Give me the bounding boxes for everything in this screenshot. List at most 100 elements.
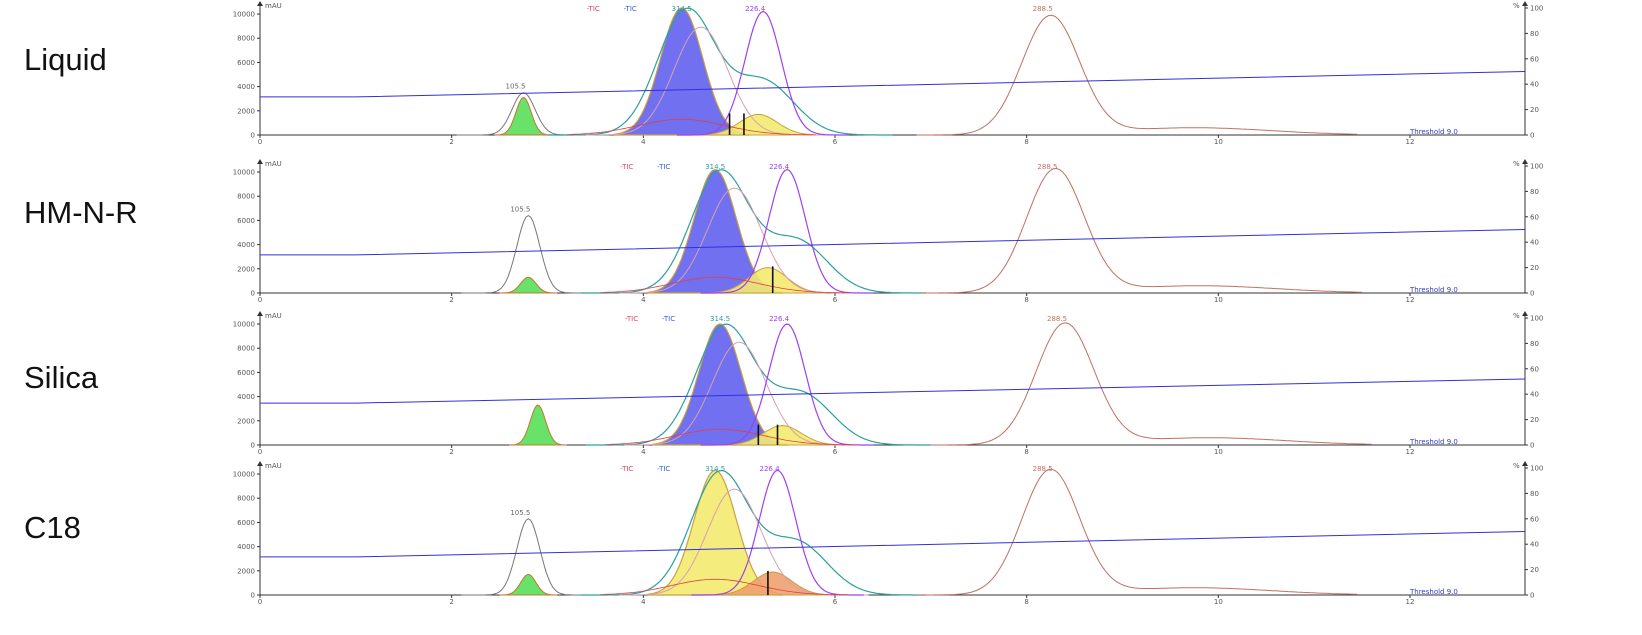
y-tick-label: 8000 — [237, 345, 255, 353]
y-tick-label: 2000 — [237, 417, 255, 425]
y-tick-label: 4000 — [237, 543, 255, 551]
y-axis-right-arrow-icon — [1522, 1, 1528, 6]
gradient-line — [260, 378, 1526, 404]
y-tick-label: 6000 — [237, 519, 255, 527]
legend-tag-4: 288.5 — [1037, 163, 1057, 171]
x-tick-label: 8 — [1024, 598, 1028, 605]
first-peak-area — [494, 96, 553, 136]
y-right-tick-label: 20 — [1530, 264, 1539, 272]
y-tick-label: 6000 — [237, 369, 255, 377]
gradient-line — [260, 229, 1526, 256]
row-label-hm-n-r: HM-N-R — [24, 195, 138, 230]
y-axis-arrow-icon — [257, 311, 263, 316]
y-tick-label: 8000 — [237, 495, 255, 503]
y-tick-label: 4000 — [237, 83, 255, 91]
y-right-tick-label: 60 — [1530, 213, 1539, 221]
chromatogram-c18: mAU % 0 2000 4000 6000 8000 10000 0 20 40 60 80 100 0 2… — [233, 461, 1543, 605]
x-tick-label: 0 — [258, 448, 262, 455]
legend-tag-0: -TIC — [625, 315, 638, 323]
x-tick-label: 12 — [1406, 598, 1415, 605]
legend-tag-3: 226.4 — [769, 315, 790, 323]
x-tick-label: 10 — [1214, 296, 1223, 303]
legend-tag-3: 226.4 — [745, 5, 766, 13]
y-axis-unit: mAU — [265, 462, 282, 470]
y-tick-label: 6000 — [237, 217, 255, 225]
y-axis-arrow-icon — [257, 159, 263, 164]
y-right-tick-label: 100 — [1530, 5, 1543, 13]
y-axis-unit: mAU — [265, 2, 282, 10]
legend-tag-4: 288.5 — [1033, 465, 1053, 473]
y-tick-label: 0 — [251, 290, 255, 298]
x-tick-label: 10 — [1214, 598, 1223, 605]
y-right-tick-label: 100 — [1530, 465, 1543, 473]
peak-label-first: 105.5 — [510, 206, 530, 214]
x-tick-label: 0 — [258, 296, 262, 303]
legend-tag-4: 288.5 — [1047, 315, 1067, 323]
y-tick-label: 8000 — [237, 193, 255, 201]
y-axis-arrow-icon — [257, 1, 263, 6]
x-tick-label: 2 — [449, 138, 453, 145]
red-trace — [604, 428, 855, 446]
red-trace — [600, 276, 850, 294]
brown-peak-trace — [930, 322, 1372, 446]
y-right-tick-label: 80 — [1530, 340, 1539, 348]
y-tick-label: 0 — [251, 592, 255, 600]
brown-peak-trace — [916, 468, 1358, 596]
y-axis-unit: mAU — [265, 312, 282, 320]
x-tick-label: 2 — [449, 598, 453, 605]
y-right-tick-label: 100 — [1530, 315, 1543, 323]
legend-tag-3: 226.4 — [760, 465, 781, 473]
row-label-c18: C18 — [24, 510, 81, 545]
y-tick-label: 4000 — [237, 241, 255, 249]
red-trace — [566, 118, 816, 136]
x-tick-label: 4 — [641, 598, 646, 605]
chromatogram-panel-silica: mAU% 0 2000 4000 6000 8000 10000 0 20 40 60 80 100 0 2… — [200, 310, 1642, 455]
legend-tag-2: 314.5 — [710, 315, 730, 323]
y-tick-label: 0 — [251, 132, 255, 140]
y-axis-right-unit: % — [1513, 2, 1520, 10]
gradient-line — [260, 71, 1526, 98]
legend-tag-2: 314.5 — [672, 5, 692, 13]
x-tick-label: 4 — [641, 296, 646, 303]
y-axis-right-arrow-icon — [1522, 311, 1528, 316]
y-right-tick-label: 40 — [1530, 239, 1539, 247]
legend-tag-1: -TIC — [657, 465, 670, 473]
y-axis-right-unit: % — [1513, 160, 1520, 168]
chromatogram-liquid: mAU % 0 2000 4000 6000 8000 10000 0 20 40 60 80 100 0 2… — [233, 1, 1543, 145]
threshold-label: Threshold 9.0 — [1409, 438, 1458, 446]
chromatogram-panel-hm-n-r: mAU% 0 2000 4000 6000 8000 10000 0 20 40 60 80 100 0 2… — [200, 158, 1642, 303]
brown-peak-trace — [916, 14, 1358, 136]
purple-peak-trace — [676, 10, 850, 136]
legend-tag-1: -TIC — [624, 5, 637, 13]
y-right-tick-label: 60 — [1530, 365, 1539, 373]
x-tick-label: 6 — [833, 138, 838, 145]
y-right-tick-label: 0 — [1530, 290, 1534, 298]
legend-tag-1: -TIC — [662, 315, 675, 323]
y-axis-right-arrow-icon — [1522, 461, 1528, 466]
legend-tag-1: -TIC — [657, 163, 670, 171]
y-right-tick-label: 40 — [1530, 541, 1539, 549]
purple-peak-trace — [700, 323, 874, 446]
threshold-label: Threshold 9.0 — [1409, 128, 1458, 136]
legend-tag-2: 314.5 — [705, 163, 725, 171]
chromatogram-panel-c18: mAU% 0 2000 4000 6000 8000 10000 0 20 40 60 80 100 0 2… — [200, 460, 1642, 605]
x-tick-label: 2 — [449, 448, 453, 455]
y-right-tick-label: 20 — [1530, 106, 1539, 114]
y-right-tick-label: 40 — [1530, 391, 1539, 399]
x-tick-label: 8 — [1024, 448, 1028, 455]
legend-tag-2: 314.5 — [705, 465, 725, 473]
x-tick-label: 2 — [449, 296, 453, 303]
y-tick-label: 2000 — [237, 567, 255, 575]
legend-tag-0: -TIC — [620, 465, 633, 473]
y-axis-unit: mAU — [265, 160, 282, 168]
y-tick-label: 10000 — [233, 471, 255, 479]
x-tick-label: 12 — [1406, 448, 1415, 455]
gradient-line — [260, 531, 1526, 558]
y-tick-label: 10000 — [233, 169, 255, 177]
x-tick-label: 10 — [1214, 138, 1223, 145]
y-tick-label: 0 — [251, 442, 255, 450]
x-tick-label: 0 — [258, 138, 262, 145]
x-tick-label: 12 — [1406, 138, 1415, 145]
purple-peak-trace — [691, 469, 864, 596]
peak-label-first: 105.5 — [506, 83, 526, 91]
